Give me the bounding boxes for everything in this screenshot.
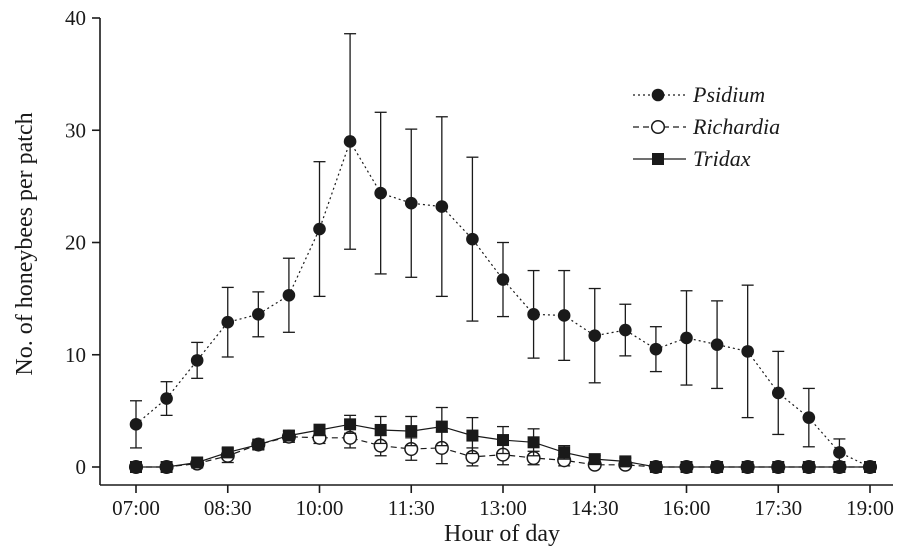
- psidium-point: [374, 186, 387, 200]
- x-tick-label: 14:30: [571, 496, 619, 520]
- psidium-point: [252, 308, 265, 321]
- tridax-point: [221, 446, 234, 459]
- y-axis-title: No. of honeybees per patch: [12, 112, 38, 375]
- x-tick-label: 11:30: [388, 496, 435, 520]
- series-layer: [128, 33, 878, 475]
- tridax-point: [588, 453, 601, 466]
- psidium-point: [221, 315, 235, 329]
- x-tick-label: 17:30: [754, 496, 802, 520]
- tridax-point: [191, 456, 204, 469]
- series-tridax: [130, 406, 876, 473]
- psidium-point: [619, 323, 632, 337]
- legend-marker-tridax: [652, 153, 664, 165]
- tridax-point: [282, 429, 295, 442]
- x-axis-title: Hour of day: [444, 521, 560, 547]
- tridax-point: [711, 461, 724, 473]
- psidium-point: [313, 222, 326, 236]
- psidium-point: [527, 308, 540, 321]
- psidium-point: [557, 309, 571, 322]
- series-psidium: [129, 33, 877, 474]
- psidium-point: [435, 200, 449, 213]
- x-tick-label: 19:00: [846, 496, 894, 520]
- axes: 0 10 20 30 40 07:00 08:30 10:00 11:30 13:00 14:30 1…: [65, 6, 894, 520]
- legend-marker-richardia: [650, 119, 666, 135]
- psidium-point: [771, 386, 785, 400]
- psidium-point: [833, 446, 846, 459]
- tridax-point: [130, 461, 142, 473]
- psidium-point: [466, 232, 479, 246]
- tridax-point: [435, 420, 448, 433]
- legend-label-tridax: Tridax: [693, 146, 751, 171]
- psidium-point: [649, 342, 663, 356]
- psidium-point: [802, 411, 816, 424]
- x-tick-label: 07:00: [112, 496, 160, 520]
- psidium-point: [404, 196, 418, 210]
- tridax-point: [405, 425, 418, 438]
- tridax-point: [527, 436, 540, 449]
- psidium-point: [588, 329, 602, 342]
- tridax-point: [344, 418, 357, 431]
- x-tick-label: 08:30: [204, 496, 252, 520]
- x-tick-label: 10:00: [296, 496, 344, 520]
- psidium-point: [863, 460, 877, 474]
- tridax-point: [619, 455, 632, 468]
- tridax-point: [252, 438, 265, 451]
- psidium-point: [282, 288, 296, 302]
- psidium-point: [496, 273, 510, 286]
- psidium-point: [343, 135, 357, 148]
- legend-label-psidium: Psidium: [692, 82, 765, 107]
- psidium-point: [710, 338, 724, 351]
- psidium-point: [129, 418, 143, 431]
- tridax-point: [741, 461, 754, 473]
- tridax-point: [497, 434, 509, 447]
- x-tick-label: 16:00: [663, 496, 711, 520]
- tridax-point: [374, 423, 387, 436]
- tridax-point: [558, 446, 571, 459]
- legend-marker-psidium: [651, 88, 665, 102]
- tridax-point: [313, 423, 326, 436]
- y-tick-label: 10: [65, 343, 86, 367]
- tridax-point: [160, 461, 173, 473]
- y-tick-label: 0: [76, 455, 87, 479]
- tridax-point: [649, 461, 662, 473]
- psidium-point: [741, 345, 754, 358]
- psidium-point: [680, 331, 693, 345]
- legend: Psidium Richardia Tridax: [633, 82, 780, 171]
- psidium-point: [190, 354, 204, 367]
- y-tick-label: 20: [65, 231, 86, 255]
- tridax-point: [772, 461, 785, 473]
- tridax-point: [680, 461, 693, 473]
- legend-label-richardia: Richardia: [692, 114, 780, 139]
- y-tick-label: 30: [65, 118, 86, 142]
- tridax-point: [802, 461, 815, 473]
- x-tick-label: 13:00: [479, 496, 527, 520]
- tridax-point: [466, 429, 479, 442]
- y-tick-label: 40: [65, 6, 86, 30]
- tridax-point: [833, 461, 846, 473]
- psidium-point: [160, 392, 173, 405]
